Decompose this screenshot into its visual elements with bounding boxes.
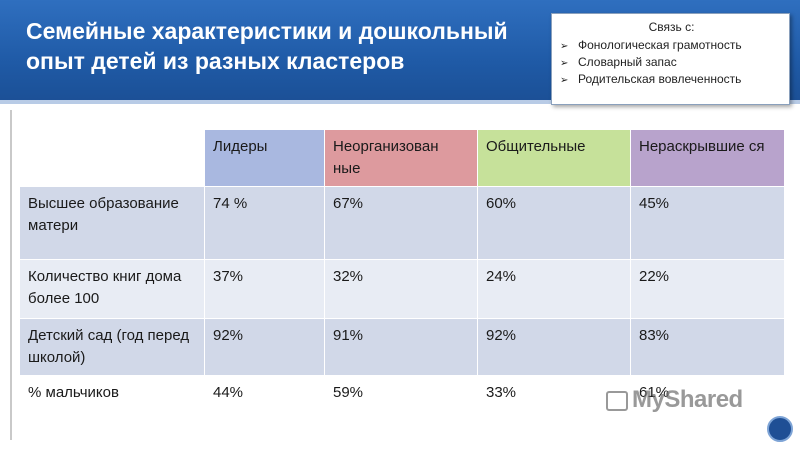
table-cell: 37% [204, 259, 325, 319]
table-cell: 83% [630, 318, 785, 376]
row-label: Детский сад (год перед школой) [19, 318, 205, 376]
callout-heading: Связь с: [648, 20, 695, 34]
table-cell: 24% [477, 259, 631, 319]
column-header-leaders: Лидеры [204, 129, 325, 187]
callout-item: ➢ Словарный запас [560, 55, 783, 69]
header-corner-cell [19, 129, 205, 187]
slide-title: Семейные характеристики и дошкольный опы… [26, 18, 508, 74]
header-divider [0, 100, 800, 104]
callout-item-label: Фонологическая грамотность [578, 38, 742, 52]
row-label: Высшее образование матери [19, 186, 205, 260]
table-cell: 33% [477, 375, 631, 411]
table-cell: 32% [324, 259, 478, 319]
callout-item-label: Словарный запас [578, 55, 677, 69]
callout-item-label: Родительская вовлеченность [578, 72, 742, 86]
column-header-unrevealed: Нераскрывшие ся [630, 129, 785, 187]
table-cell: 44% [204, 375, 325, 411]
callout-list: ➢ Фонологическая грамотность ➢ Словарный з… [560, 38, 783, 86]
row-label: Количество книг дома более 100 [19, 259, 205, 319]
column-header-disorganized: Неорганизован ные [324, 129, 478, 187]
arrow-bullet-icon: ➢ [560, 75, 569, 86]
arrow-bullet-icon: ➢ [560, 58, 569, 69]
table-cell: 91% [324, 318, 478, 376]
table-cell: 67% [324, 186, 478, 260]
callout-item: ➢ Родительская вовлеченность [560, 72, 783, 86]
arrow-bullet-icon: ➢ [560, 41, 569, 52]
watermark-text: MyShared [632, 386, 743, 413]
clusters-table: Лидеры Неорганизован ные Общительные Нер… [19, 129, 785, 411]
table-header-row: Лидеры Неорганизован ные Общительные Нер… [19, 129, 785, 187]
table-cell: 60% [477, 186, 631, 260]
table-row: % мальчиков 44% 59% 33% 61% [19, 375, 785, 411]
table-cell: 74 % [204, 186, 325, 260]
column-header-sociable: Общительные [477, 129, 631, 187]
table-cell: 59% [324, 375, 478, 411]
table-row: Количество книг дома более 100 37% 32% 2… [19, 259, 785, 319]
presentation-icon [606, 390, 628, 411]
callout-item: ➢ Фонологическая грамотность [560, 38, 783, 52]
table-cell: 22% [630, 259, 785, 319]
table-cell: 92% [477, 318, 631, 376]
left-divider [10, 110, 12, 440]
correlation-callout: Связь с: ➢ Фонологическая грамотность ➢ Сл… [551, 13, 790, 105]
table-row: Детский сад (год перед школой) 92% 91% 9… [19, 318, 785, 376]
university-logo-icon [767, 416, 793, 442]
table-cell: 92% [204, 318, 325, 376]
table-cell: 61% [630, 375, 785, 411]
watermark: MyShared [606, 386, 743, 414]
table-row: Высшее образование матери 74 % 67% 60% 4… [19, 186, 785, 260]
row-label: % мальчиков [19, 375, 205, 411]
table-cell: 45% [630, 186, 785, 260]
